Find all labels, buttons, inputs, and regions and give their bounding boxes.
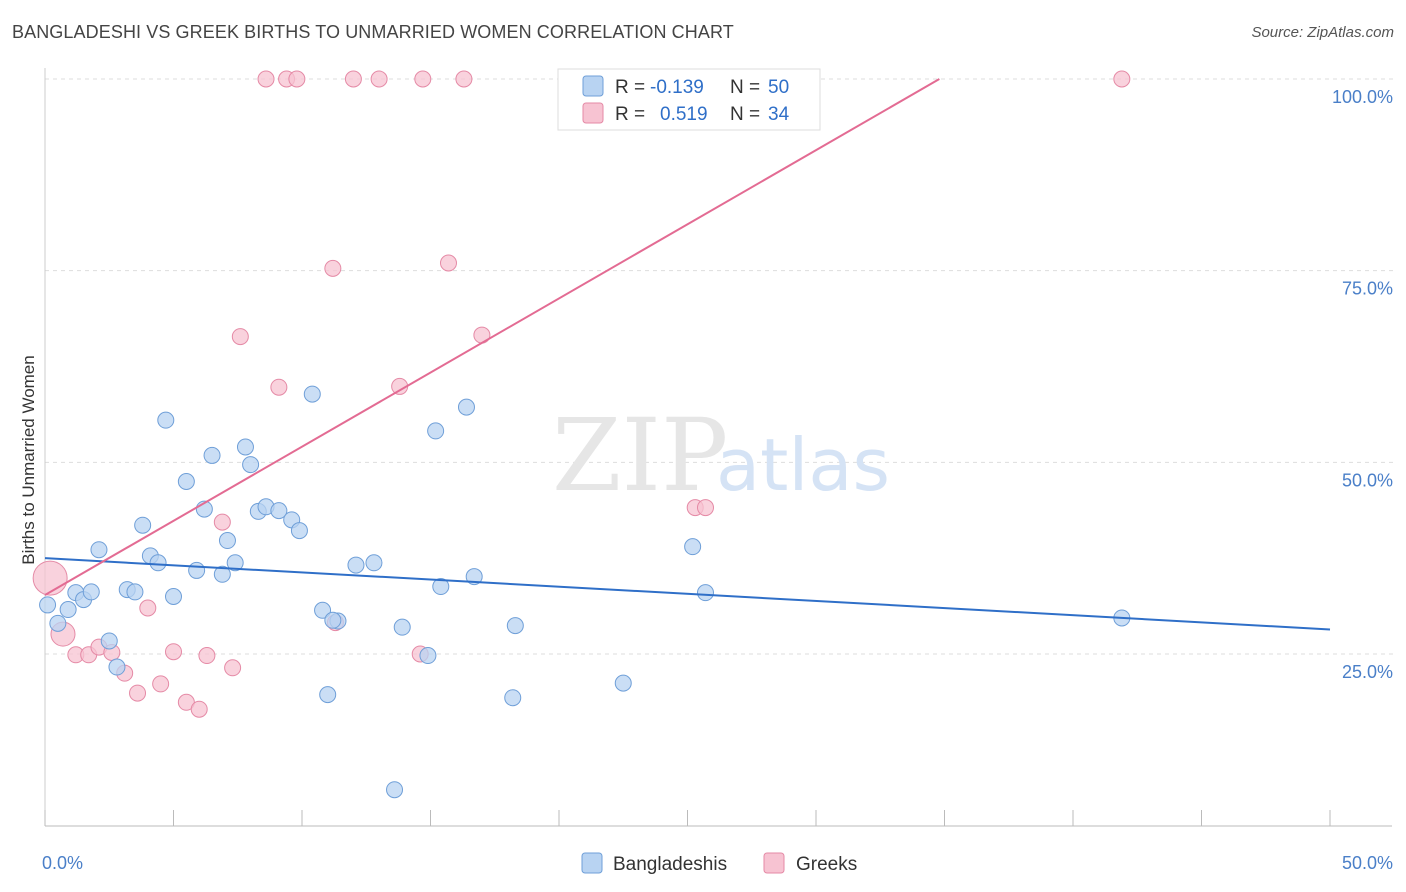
point-greeks xyxy=(324,259,342,277)
point-bangladeshis xyxy=(49,614,67,632)
point-greeks xyxy=(257,70,275,88)
point-bangladeshis xyxy=(236,438,254,456)
axes xyxy=(44,68,1392,827)
legend-n-label-bangladeshis: N = xyxy=(730,77,760,98)
legend-top: R = -0.139 N = 50 R = 0.519 N = 34 xyxy=(557,68,821,131)
legend-r-label-greeks: R = xyxy=(615,104,645,125)
y-tick-label: 100.0% xyxy=(1332,87,1393,107)
point-bangladeshis xyxy=(203,446,221,464)
point-bangladeshis xyxy=(270,502,288,520)
point-bangladeshis xyxy=(365,554,383,572)
y-axis-title: Births to Unmarried Women xyxy=(19,355,38,564)
point-greeks xyxy=(455,70,473,88)
point-bangladeshis xyxy=(242,456,260,474)
point-bangladeshis xyxy=(319,686,337,704)
point-bangladeshis xyxy=(506,617,524,635)
point-bangladeshis xyxy=(100,632,118,650)
series-bangladeshis-points xyxy=(39,385,1131,799)
legend-r-value-bangladeshis: -0.139 xyxy=(650,77,704,98)
legend-n-label-greeks: N = xyxy=(730,104,760,125)
point-bangladeshis xyxy=(347,556,365,574)
point-greeks xyxy=(370,70,388,88)
legend-swatch-bangladeshis xyxy=(582,75,604,97)
point-greeks xyxy=(224,659,242,677)
point-greeks xyxy=(213,513,231,531)
point-bangladeshis xyxy=(386,781,404,799)
point-bangladeshis xyxy=(457,398,475,416)
point-greeks xyxy=(32,560,68,596)
point-bangladeshis xyxy=(108,658,126,676)
point-greeks xyxy=(129,684,147,702)
point-greeks xyxy=(198,647,216,665)
legend-swatch-greeks xyxy=(582,102,604,124)
trend-line-bangladeshis xyxy=(44,557,1331,631)
watermark: ZIP atlas xyxy=(552,397,890,514)
point-bangladeshis xyxy=(226,554,244,572)
point-bangladeshis xyxy=(324,611,342,629)
trend-lines xyxy=(44,78,1331,631)
chart-title: BANGLADESHI VS GREEK BIRTHS TO UNMARRIED… xyxy=(12,22,734,42)
legend-r-value-greeks: 0.519 xyxy=(660,104,708,125)
legend-bottom-label-greeks: Greeks xyxy=(796,854,857,875)
point-greeks xyxy=(231,328,249,346)
point-bangladeshis xyxy=(90,541,108,559)
point-bangladeshis xyxy=(82,583,100,601)
point-bangladeshis xyxy=(39,596,57,614)
legend-r-label-bangladeshis: R = xyxy=(615,77,645,98)
chart-source: Source: ZipAtlas.com xyxy=(1251,24,1394,41)
point-bangladeshis xyxy=(696,584,714,602)
legend-bottom-swatch-bangladeshis xyxy=(581,852,603,874)
grid xyxy=(45,78,1395,655)
point-bangladeshis xyxy=(218,532,236,550)
legend-bottom-label-bangladeshis: Bangladeshis xyxy=(613,854,727,875)
x-tick-label-min: 0.0% xyxy=(42,853,83,873)
legend-n-value-greeks: 34 xyxy=(768,104,790,125)
y-tick-label: 50.0% xyxy=(1342,470,1393,490)
point-bangladeshis xyxy=(432,578,450,596)
point-bangladeshis xyxy=(165,588,182,605)
point-greeks xyxy=(152,675,170,693)
y-tick-label: 75.0% xyxy=(1342,279,1393,299)
watermark-atlas: atlas xyxy=(716,423,890,507)
x-tick-label-max: 50.0% xyxy=(1342,853,1393,873)
point-greeks xyxy=(439,254,457,272)
point-bangladeshis xyxy=(126,583,144,601)
point-bangladeshis xyxy=(504,689,522,707)
point-bangladeshis xyxy=(427,422,445,440)
point-bangladeshis xyxy=(684,538,702,556)
point-greeks xyxy=(190,700,208,718)
point-bangladeshis xyxy=(177,473,195,490)
point-bangladeshis xyxy=(393,618,411,636)
point-bangladeshis xyxy=(419,647,437,665)
point-bangladeshis xyxy=(290,522,308,540)
point-greeks xyxy=(344,70,362,88)
legend-n-value-bangladeshis: 50 xyxy=(768,77,789,98)
point-bangladeshis xyxy=(157,411,175,429)
point-bangladeshis xyxy=(314,601,332,619)
point-bangladeshis xyxy=(149,554,167,572)
point-bangladeshis xyxy=(213,565,231,583)
series-greeks-points xyxy=(32,70,1131,718)
point-greeks xyxy=(696,499,714,517)
point-greeks xyxy=(165,643,182,661)
point-bangladeshis xyxy=(303,385,321,403)
legend-bottom: Bangladeshis Greeks xyxy=(581,852,857,875)
point-bangladeshis xyxy=(188,561,206,579)
watermark-zip: ZIP xyxy=(552,397,728,514)
point-bangladeshis xyxy=(465,568,483,586)
point-greeks xyxy=(139,599,157,617)
point-bangladeshis xyxy=(134,516,152,534)
y-tick-label: 25.0% xyxy=(1342,662,1393,682)
point-greeks xyxy=(270,378,288,396)
trend-line-greeks xyxy=(44,78,940,596)
point-greeks xyxy=(1113,70,1131,88)
point-bangladeshis xyxy=(614,674,632,692)
legend-bottom-swatch-greeks xyxy=(763,852,785,874)
point-bangladeshis xyxy=(59,601,77,619)
tick-labels: 25.0% 50.0% 75.0% 100.0% 0.0% 50.0% xyxy=(42,87,1393,873)
point-greeks xyxy=(288,70,306,88)
point-greeks xyxy=(414,70,432,88)
